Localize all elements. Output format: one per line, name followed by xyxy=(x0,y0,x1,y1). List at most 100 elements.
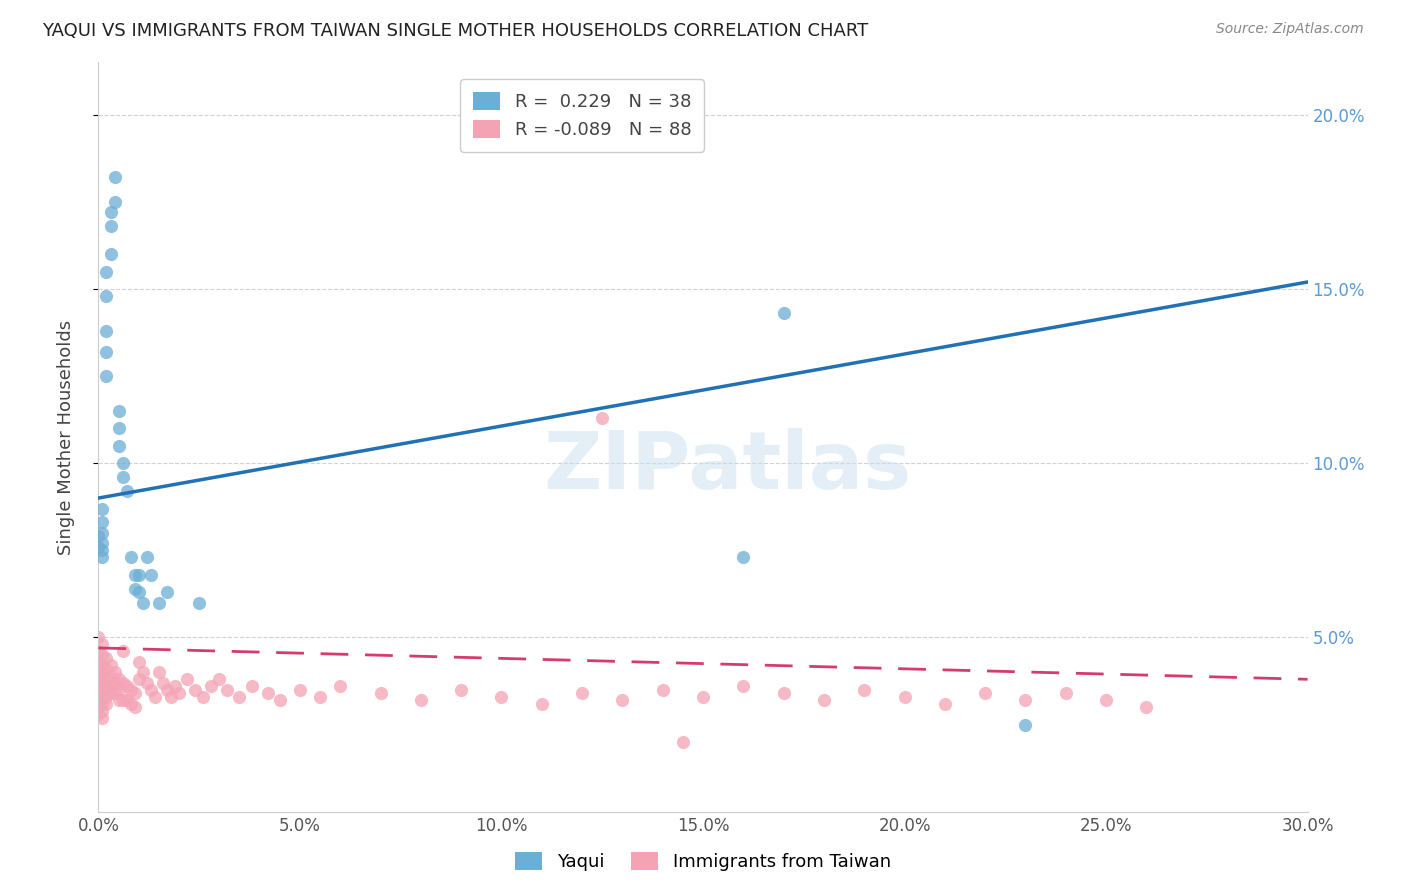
Point xyxy=(208,673,231,687)
Point xyxy=(692,690,714,704)
Legend: Yaqui, Immigrants from Taiwan: Yaqui, Immigrants from Taiwan xyxy=(508,845,898,879)
Point xyxy=(111,470,134,484)
Point xyxy=(309,690,332,704)
Point xyxy=(893,690,915,704)
Point xyxy=(103,194,125,209)
Point xyxy=(193,690,215,704)
Point xyxy=(152,675,174,690)
Point xyxy=(87,644,110,658)
Point xyxy=(240,679,263,693)
Point xyxy=(111,644,134,658)
Point xyxy=(111,675,134,690)
Point xyxy=(132,665,155,680)
Point xyxy=(591,411,613,425)
Point xyxy=(120,697,142,711)
Text: YAQUI VS IMMIGRANTS FROM TAIWAN SINGLE MOTHER HOUSEHOLDS CORRELATION CHART: YAQUI VS IMMIGRANTS FROM TAIWAN SINGLE M… xyxy=(42,22,869,40)
Point xyxy=(87,700,110,714)
Point xyxy=(96,673,118,687)
Point xyxy=(100,686,122,700)
Point xyxy=(409,693,432,707)
Point xyxy=(672,735,695,749)
Point xyxy=(107,693,129,707)
Point xyxy=(103,675,125,690)
Point xyxy=(128,585,150,599)
Point xyxy=(111,456,134,470)
Point xyxy=(96,679,118,693)
Point xyxy=(329,679,352,693)
Point xyxy=(107,404,129,418)
Point xyxy=(167,686,190,700)
Point xyxy=(612,693,634,707)
Point xyxy=(120,682,142,697)
Point xyxy=(103,686,125,700)
Point xyxy=(974,686,997,700)
Point xyxy=(853,682,876,697)
Y-axis label: Single Mother Households: Single Mother Households xyxy=(56,319,75,555)
Point xyxy=(228,690,250,704)
Point xyxy=(91,675,114,690)
Point xyxy=(96,697,118,711)
Point xyxy=(491,690,513,704)
Point xyxy=(200,679,222,693)
Point xyxy=(288,682,311,697)
Point xyxy=(115,693,138,707)
Point xyxy=(772,306,794,320)
Point xyxy=(217,682,239,697)
Point xyxy=(1014,693,1036,707)
Point xyxy=(124,686,146,700)
Point xyxy=(91,525,114,540)
Point xyxy=(91,516,114,530)
Point xyxy=(115,484,138,499)
Point xyxy=(103,170,125,185)
Point xyxy=(91,543,114,558)
Point xyxy=(91,550,114,565)
Point xyxy=(107,439,129,453)
Point xyxy=(107,421,129,435)
Point xyxy=(111,693,134,707)
Point xyxy=(128,567,150,582)
Point xyxy=(128,673,150,687)
Point xyxy=(124,582,146,596)
Point xyxy=(87,707,110,722)
Point xyxy=(143,690,166,704)
Point xyxy=(124,567,146,582)
Point xyxy=(87,686,110,700)
Point xyxy=(91,648,114,662)
Point xyxy=(91,682,114,697)
Point xyxy=(1135,700,1157,714)
Point xyxy=(135,550,157,565)
Point xyxy=(160,690,183,704)
Point xyxy=(91,711,114,725)
Point xyxy=(103,665,125,680)
Point xyxy=(733,550,755,565)
Point xyxy=(156,682,179,697)
Point xyxy=(450,682,472,697)
Point xyxy=(128,655,150,669)
Point xyxy=(176,673,198,687)
Point xyxy=(100,679,122,693)
Point xyxy=(100,205,122,219)
Point xyxy=(571,686,593,700)
Point xyxy=(772,686,794,700)
Point xyxy=(91,697,114,711)
Point xyxy=(87,540,110,554)
Point xyxy=(87,673,110,687)
Point xyxy=(91,665,114,680)
Point xyxy=(91,536,114,550)
Point xyxy=(96,344,118,359)
Point xyxy=(139,567,162,582)
Point xyxy=(139,682,162,697)
Point xyxy=(96,289,118,303)
Point xyxy=(100,658,122,673)
Point xyxy=(91,658,114,673)
Point xyxy=(733,679,755,693)
Point xyxy=(100,669,122,683)
Point xyxy=(91,637,114,651)
Point xyxy=(107,673,129,687)
Point xyxy=(96,690,118,704)
Point xyxy=(813,693,835,707)
Point xyxy=(96,324,118,338)
Point xyxy=(87,655,110,669)
Point xyxy=(120,550,142,565)
Point xyxy=(148,665,170,680)
